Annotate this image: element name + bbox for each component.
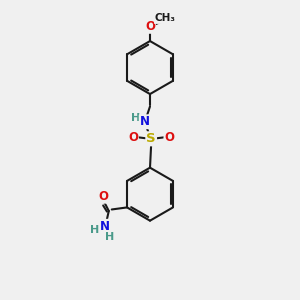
Text: O: O bbox=[98, 190, 109, 203]
Text: H: H bbox=[105, 232, 114, 242]
Text: S: S bbox=[146, 132, 156, 145]
Text: O: O bbox=[128, 131, 138, 144]
Text: O: O bbox=[145, 20, 155, 33]
Text: O: O bbox=[164, 131, 174, 144]
Text: N: N bbox=[140, 115, 150, 128]
Text: H: H bbox=[131, 113, 140, 123]
Text: CH₃: CH₃ bbox=[155, 13, 176, 23]
Text: N: N bbox=[100, 220, 110, 233]
Text: H: H bbox=[90, 225, 100, 235]
